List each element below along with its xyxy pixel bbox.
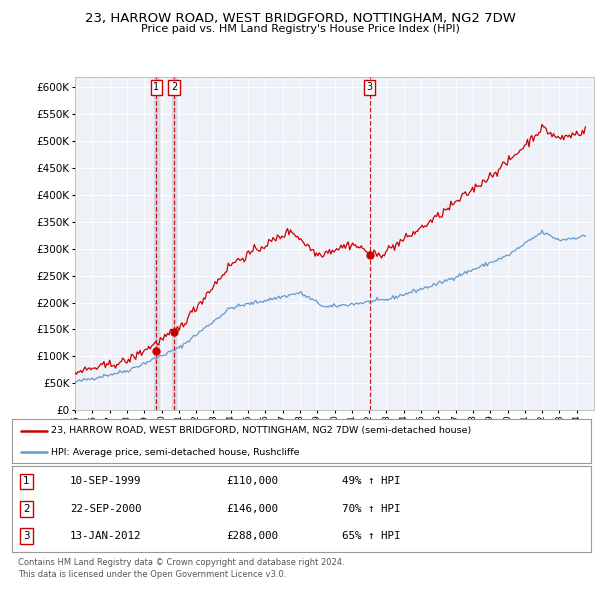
Text: 2: 2 bbox=[171, 83, 177, 93]
Text: 23, HARROW ROAD, WEST BRIDGFORD, NOTTINGHAM, NG2 7DW: 23, HARROW ROAD, WEST BRIDGFORD, NOTTING… bbox=[85, 12, 515, 25]
Text: Price paid vs. HM Land Registry's House Price Index (HPI): Price paid vs. HM Land Registry's House … bbox=[140, 24, 460, 34]
Text: 3: 3 bbox=[367, 83, 373, 93]
Text: 1: 1 bbox=[23, 477, 30, 487]
Text: 65% ↑ HPI: 65% ↑ HPI bbox=[342, 531, 401, 541]
Text: 3: 3 bbox=[23, 531, 30, 541]
Text: 13-JAN-2012: 13-JAN-2012 bbox=[70, 531, 142, 541]
Text: £146,000: £146,000 bbox=[226, 504, 278, 514]
Text: 10-SEP-1999: 10-SEP-1999 bbox=[70, 477, 142, 487]
Text: 70% ↑ HPI: 70% ↑ HPI bbox=[342, 504, 401, 514]
Text: HPI: Average price, semi-detached house, Rushcliffe: HPI: Average price, semi-detached house,… bbox=[51, 448, 299, 457]
Text: 49% ↑ HPI: 49% ↑ HPI bbox=[342, 477, 401, 487]
Bar bbox=[172, 77, 176, 410]
Text: £110,000: £110,000 bbox=[226, 477, 278, 487]
Bar bbox=[154, 77, 158, 410]
Text: £288,000: £288,000 bbox=[226, 531, 278, 541]
Text: 2: 2 bbox=[23, 504, 30, 514]
Text: 23, HARROW ROAD, WEST BRIDGFORD, NOTTINGHAM, NG2 7DW (semi-detached house): 23, HARROW ROAD, WEST BRIDGFORD, NOTTING… bbox=[51, 427, 471, 435]
Text: 22-SEP-2000: 22-SEP-2000 bbox=[70, 504, 142, 514]
Text: 1: 1 bbox=[154, 83, 160, 93]
Text: Contains HM Land Registry data © Crown copyright and database right 2024.
This d: Contains HM Land Registry data © Crown c… bbox=[18, 558, 344, 579]
